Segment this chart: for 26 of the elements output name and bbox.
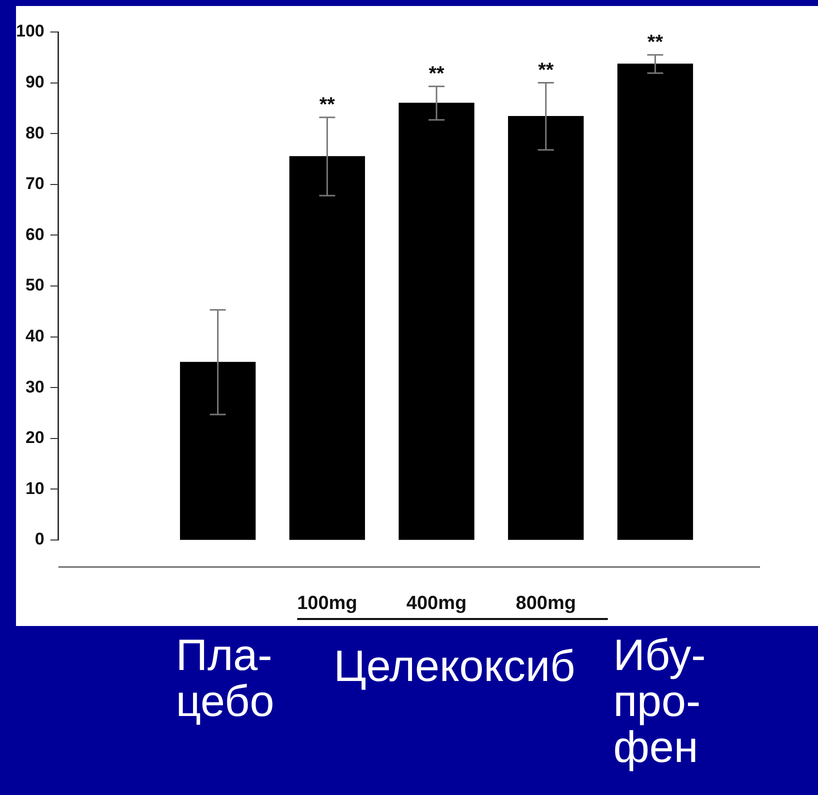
bar — [617, 64, 694, 540]
text: Целекоксиб — [334, 642, 576, 691]
y-tick-label: 50 — [25, 276, 44, 295]
y-tick-label: 10 — [25, 478, 44, 498]
y-tick-label: 0 — [34, 530, 44, 549]
text: Пла- цебо — [176, 631, 274, 726]
x-tick-label: 400mg — [406, 593, 467, 614]
y-tick-label: 20 — [25, 428, 44, 448]
y-tick-label: 80 — [25, 123, 44, 142]
text: Ибу- про- фен — [613, 631, 706, 772]
annotation: ** — [319, 94, 336, 116]
bar — [289, 156, 366, 540]
y-tick-label: 40 — [25, 326, 44, 346]
x-tick-label: 800mg — [516, 593, 576, 614]
y-tick-label: 60 — [25, 224, 44, 244]
bar — [508, 116, 584, 540]
bar — [180, 362, 256, 540]
annotation: ** — [647, 31, 664, 54]
y-tick-label: 30 — [25, 377, 44, 396]
x-tick-label: 100mg — [297, 593, 358, 614]
annotation: ** — [538, 59, 554, 82]
bar — [398, 102, 474, 540]
annotation: ** — [428, 62, 445, 85]
y-tick-label: 70 — [25, 174, 44, 194]
y-tick-label: 90 — [25, 72, 44, 92]
y-tick-label: 100 — [16, 22, 44, 41]
